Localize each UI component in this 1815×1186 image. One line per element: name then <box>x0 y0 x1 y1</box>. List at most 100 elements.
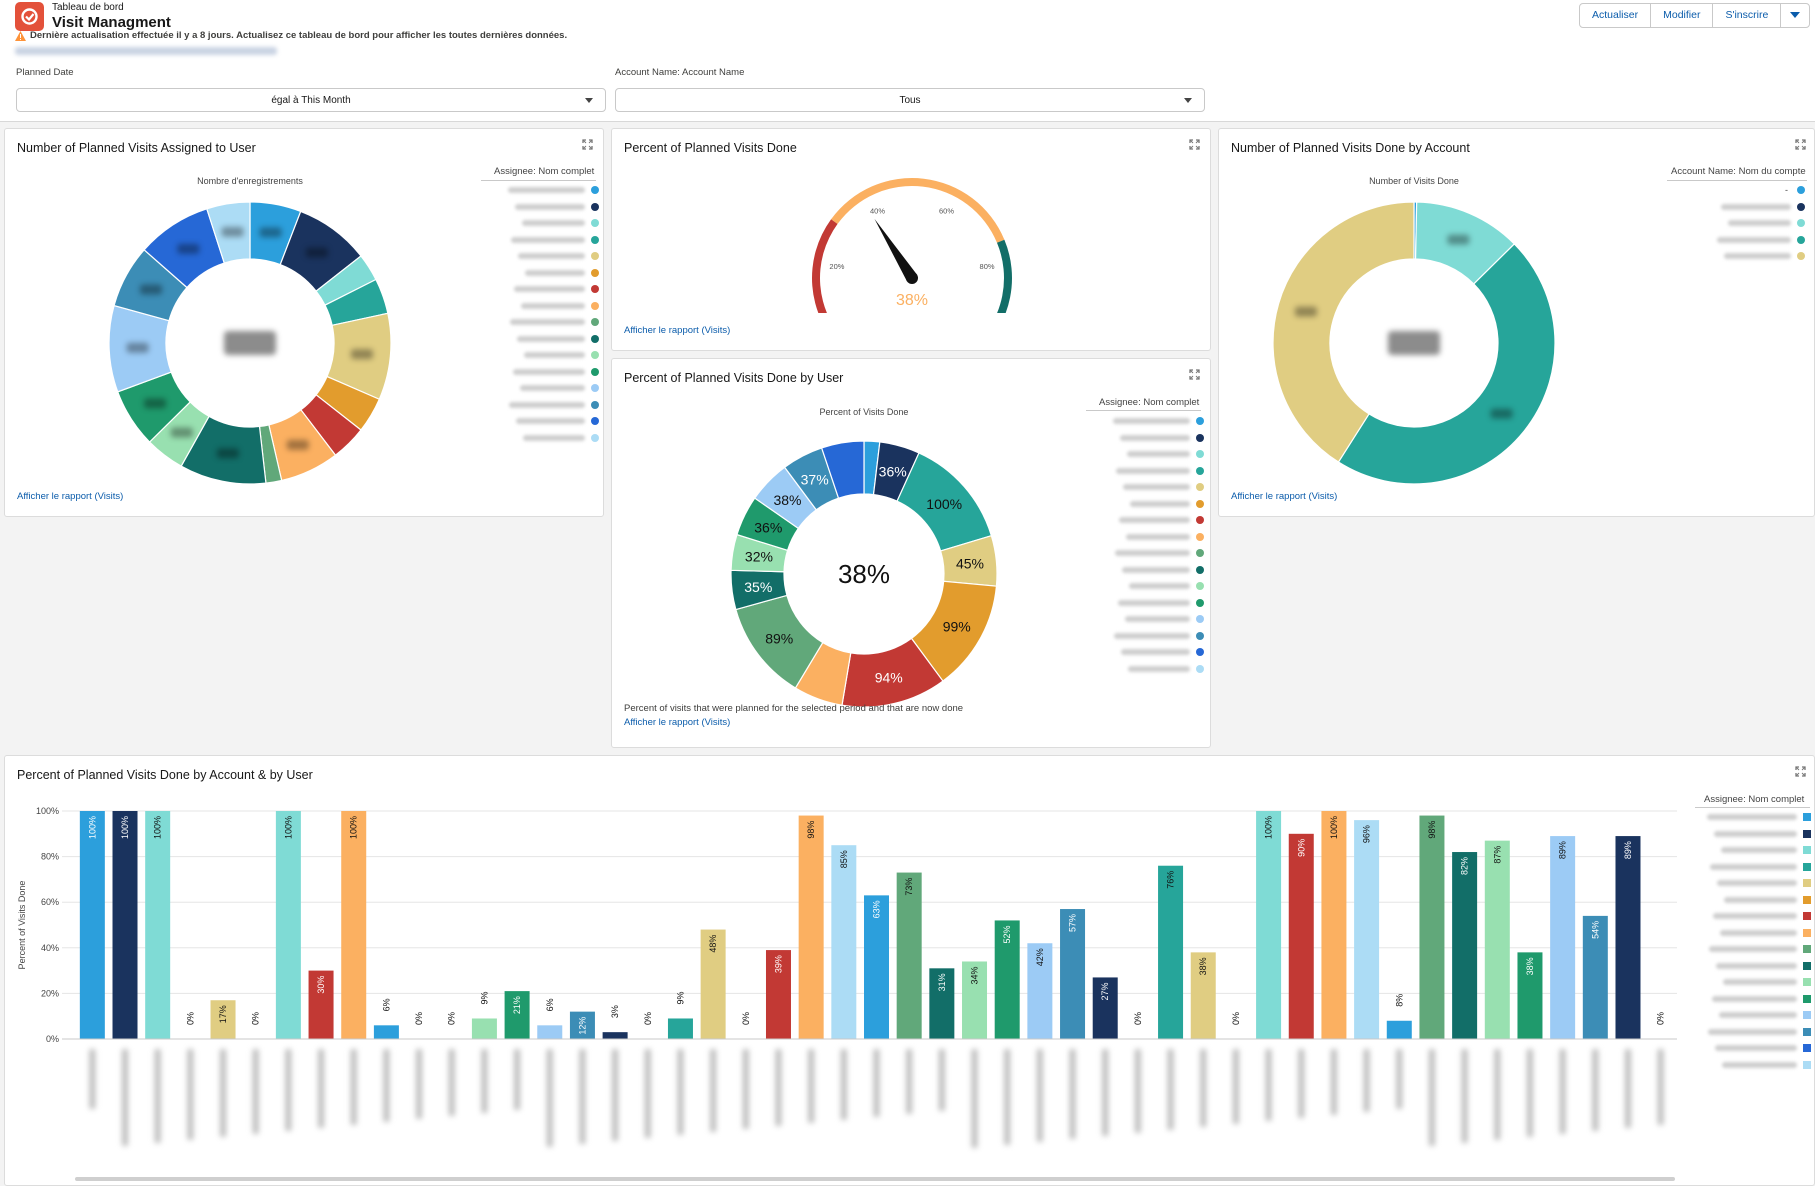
legend-item[interactable] <box>1105 449 1210 459</box>
bar[interactable] <box>864 895 889 1039</box>
legend-item[interactable] <box>1699 994 1815 1004</box>
bar[interactable] <box>962 961 988 1039</box>
bar[interactable] <box>1615 836 1641 1039</box>
bar[interactable] <box>1321 811 1347 1039</box>
bar[interactable] <box>537 1025 563 1039</box>
legend-item[interactable] <box>500 416 605 426</box>
legend-item[interactable] <box>500 350 605 360</box>
bar[interactable] <box>210 1000 236 1039</box>
bar[interactable] <box>308 970 334 1039</box>
bar[interactable] <box>504 991 530 1039</box>
legend-item[interactable] <box>1699 1010 1815 1020</box>
donut-slice[interactable] <box>820 440 865 499</box>
legend-item[interactable] <box>500 268 605 278</box>
more-actions-button[interactable] <box>1781 4 1809 27</box>
legend-item[interactable] <box>1105 598 1210 608</box>
legend-item[interactable] <box>1706 218 1811 228</box>
legend-item[interactable] <box>1699 812 1815 822</box>
view-report-link[interactable]: Afficher le rapport (Visits) <box>624 717 731 728</box>
bar[interactable] <box>1027 943 1053 1039</box>
filter-account-select[interactable]: Tous <box>615 88 1205 112</box>
legend-item[interactable] <box>1699 862 1815 872</box>
bar[interactable] <box>1484 840 1510 1039</box>
legend-item[interactable] <box>1105 664 1210 674</box>
legend-item[interactable] <box>1105 515 1210 525</box>
legend-item[interactable] <box>500 317 605 327</box>
refresh-button[interactable]: Actualiser <box>1580 4 1652 27</box>
legend-item[interactable] <box>1706 235 1811 245</box>
legend-item[interactable] <box>1699 1043 1815 1053</box>
legend-item[interactable] <box>1699 911 1815 921</box>
legend-item[interactable] <box>500 367 605 377</box>
bar[interactable] <box>1582 915 1608 1039</box>
legend-item[interactable] <box>1699 878 1815 888</box>
expand-icon[interactable] <box>1795 766 1806 777</box>
bar[interactable] <box>602 1032 628 1039</box>
horizontal-scrollbar[interactable] <box>75 1177 1675 1181</box>
legend-item[interactable] <box>1105 581 1210 591</box>
legend-item[interactable] <box>1105 433 1210 443</box>
expand-icon[interactable] <box>1795 139 1806 150</box>
legend-item[interactable] <box>1699 1027 1815 1037</box>
bar[interactable] <box>79 811 105 1039</box>
bar[interactable] <box>1060 909 1086 1039</box>
bar[interactable] <box>1158 865 1184 1039</box>
bar[interactable] <box>831 845 857 1039</box>
legend-item[interactable] <box>1105 565 1210 575</box>
bar[interactable] <box>700 929 726 1039</box>
legend-item[interactable] <box>500 433 605 443</box>
legend-item[interactable] <box>1699 928 1815 938</box>
legend-item[interactable] <box>1105 416 1210 426</box>
bar[interactable] <box>929 968 955 1039</box>
bar[interactable] <box>1190 952 1216 1039</box>
bar[interactable] <box>1419 815 1445 1039</box>
legend-item[interactable] <box>1105 647 1210 657</box>
bar[interactable] <box>1288 833 1314 1039</box>
legend-item[interactable] <box>1105 482 1210 492</box>
view-report-link[interactable]: Afficher le rapport (Visits) <box>624 325 731 336</box>
legend-item[interactable]: - <box>1706 185 1811 195</box>
legend-item[interactable] <box>1699 845 1815 855</box>
donut-slice[interactable] <box>1337 243 1556 485</box>
bar[interactable] <box>1354 820 1380 1039</box>
legend-item[interactable] <box>1699 944 1815 954</box>
filter-planned-date-select[interactable]: égal à This Month <box>16 88 606 112</box>
bar[interactable] <box>1517 952 1543 1039</box>
legend-item[interactable] <box>1105 532 1210 542</box>
legend-item[interactable] <box>1699 961 1815 971</box>
expand-icon[interactable] <box>1189 369 1200 380</box>
legend-item[interactable] <box>500 284 605 294</box>
legend-item[interactable] <box>1105 499 1210 509</box>
legend-item[interactable] <box>500 383 605 393</box>
legend-item[interactable] <box>1706 202 1811 212</box>
legend-item[interactable] <box>1699 1060 1815 1070</box>
legend-item[interactable] <box>1105 466 1210 476</box>
legend-item[interactable] <box>500 251 605 261</box>
legend-item[interactable] <box>500 202 605 212</box>
legend-item[interactable] <box>500 301 605 311</box>
legend-item[interactable] <box>1105 548 1210 558</box>
edit-button[interactable]: Modifier <box>1651 4 1714 27</box>
bar[interactable] <box>1452 852 1478 1039</box>
legend-item[interactable] <box>500 235 605 245</box>
bar[interactable] <box>896 872 922 1039</box>
legend-item[interactable] <box>1105 614 1210 624</box>
bar[interactable] <box>145 811 171 1039</box>
expand-icon[interactable] <box>582 139 593 150</box>
bar[interactable] <box>798 815 824 1039</box>
bar[interactable] <box>341 811 367 1039</box>
expand-icon[interactable] <box>1189 139 1200 150</box>
bar[interactable] <box>765 950 791 1039</box>
bar[interactable] <box>275 811 301 1039</box>
bar[interactable] <box>471 1018 497 1039</box>
view-report-link[interactable]: Afficher le rapport (Visits) <box>17 491 124 502</box>
legend-item[interactable] <box>500 400 605 410</box>
bar[interactable] <box>1550 836 1576 1039</box>
legend-item[interactable] <box>500 334 605 344</box>
legend-item[interactable] <box>1699 829 1815 839</box>
donut-slice[interactable] <box>206 201 251 264</box>
bar[interactable] <box>373 1025 399 1039</box>
legend-item[interactable] <box>1699 895 1815 905</box>
bar[interactable] <box>1256 811 1282 1039</box>
bar[interactable] <box>994 920 1020 1039</box>
